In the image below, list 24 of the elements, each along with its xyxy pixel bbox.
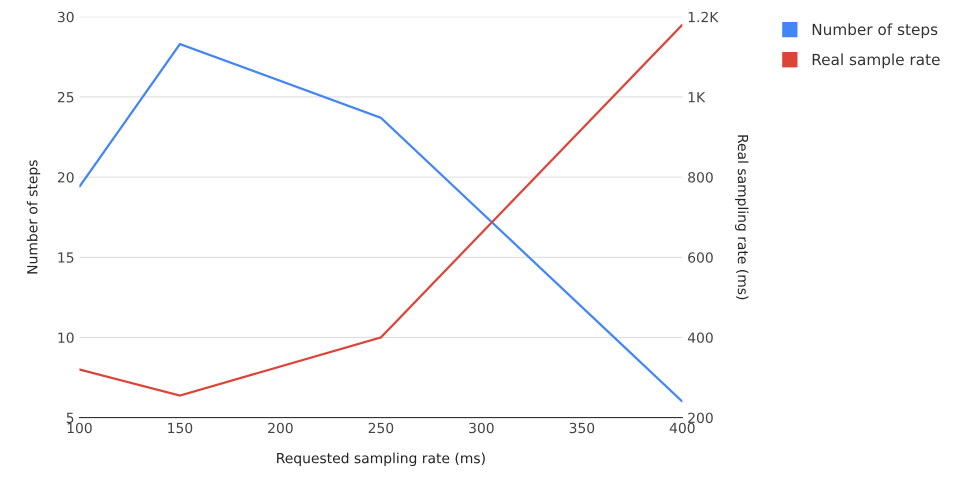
- y2-tick-label: 200: [688, 412, 713, 424]
- x-tick-label: 250: [368, 422, 394, 434]
- x-tick-label: 200: [268, 422, 293, 434]
- y-tick-label: 20: [58, 172, 74, 183]
- legend-label: Real sample rate: [812, 53, 940, 68]
- y2-tick-label: 400: [688, 332, 713, 343]
- x-tick-label: 150: [168, 422, 192, 434]
- y-tick-label: 15: [58, 252, 74, 263]
- y-axis-title: Number of steps: [26, 160, 40, 274]
- legend-label: Number of steps: [812, 23, 938, 38]
- y2-tick-label: 1K: [688, 92, 706, 102]
- x-axis-title: Requested sampling rate (ms): [277, 452, 485, 466]
- x-tick-label: 300: [469, 422, 494, 434]
- x-tick-label: 350: [570, 422, 594, 434]
- y2-tick-label: 800: [688, 172, 713, 183]
- y-tick-label: 25: [58, 92, 74, 102]
- y2-tick-label: 600: [688, 252, 713, 263]
- y2-axis-title: Real sampling rate (ms): [735, 135, 749, 300]
- x-tick-label: 400: [670, 422, 695, 434]
- y-tick-label: 5: [66, 412, 74, 424]
- x-tick-label: 100: [68, 422, 92, 434]
- y-tick-label: 10: [58, 332, 74, 343]
- y2-tick-label: 1.2K: [688, 12, 719, 22]
- y-tick-label: 30: [58, 12, 74, 22]
